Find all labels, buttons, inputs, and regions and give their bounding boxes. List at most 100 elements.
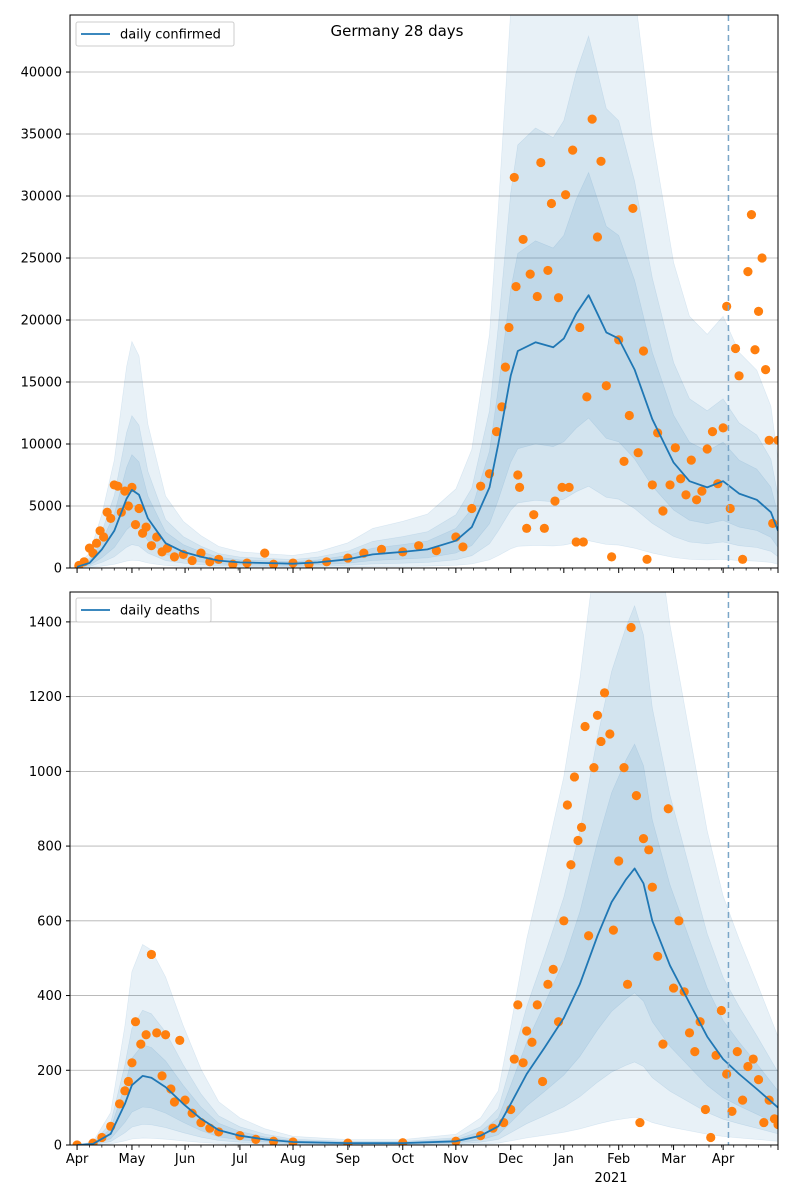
x-tick-label: Oct	[392, 1152, 414, 1167]
y-tick-label: 5000	[29, 500, 62, 515]
data-point	[518, 234, 528, 245]
y-tick-label: 200	[37, 1064, 62, 1079]
data-point	[146, 541, 157, 551]
data-point	[722, 301, 732, 311]
data-point	[702, 444, 712, 454]
data-point	[626, 622, 636, 633]
data-point	[550, 496, 560, 506]
data-point	[543, 265, 553, 276]
data-point	[753, 1075, 764, 1085]
data-point	[753, 306, 764, 316]
y-tick-label: 20000	[21, 314, 62, 329]
y-tick-label: 40000	[21, 66, 62, 81]
data-point	[566, 860, 576, 870]
top-gridlines	[70, 71, 778, 568]
data-point	[522, 1026, 532, 1036]
data-point	[136, 1039, 146, 1049]
data-point	[130, 520, 141, 530]
legend-label: daily deaths	[120, 604, 200, 619]
y-tick-label: 15000	[21, 376, 62, 391]
data-point	[706, 1132, 716, 1143]
data-point	[529, 510, 539, 520]
x-tick-label: May	[119, 1152, 146, 1167]
x-tick-label: Dec	[498, 1152, 523, 1167]
legend-box	[75, 597, 212, 623]
bottom-legend: daily deaths	[75, 597, 212, 623]
data-point	[106, 513, 116, 524]
data-point	[668, 983, 679, 993]
data-point	[658, 506, 668, 516]
data-point	[120, 1086, 130, 1096]
y-tick-label: 30000	[21, 190, 62, 205]
y-tick-label: 10000	[21, 438, 62, 453]
data-point	[582, 392, 592, 402]
y-tick-label: 400	[37, 989, 62, 1004]
x-year-label: 2021	[594, 1171, 627, 1186]
data-point	[624, 410, 634, 421]
y-tick-label: 800	[37, 840, 62, 855]
data-point	[91, 538, 102, 548]
data-point	[691, 495, 702, 505]
data-point	[525, 269, 535, 279]
data-point	[761, 365, 771, 375]
data-point	[260, 548, 270, 558]
x-tick-label: Jan	[553, 1152, 574, 1167]
legend-label: daily confirmed	[120, 28, 221, 43]
data-point	[187, 1108, 197, 1118]
data-point	[711, 1050, 721, 1060]
data-point	[596, 736, 606, 747]
data-point	[141, 1030, 151, 1040]
data-point	[663, 804, 673, 814]
data-point	[573, 835, 583, 846]
data-point	[557, 482, 567, 493]
data-point	[532, 1000, 542, 1010]
y-tick-label: 1200	[29, 690, 62, 705]
data-point	[718, 423, 728, 433]
data-point	[738, 1095, 748, 1105]
data-point	[619, 456, 629, 466]
data-point	[166, 1084, 176, 1094]
data-point	[522, 523, 532, 533]
data-point	[476, 481, 486, 491]
data-point	[376, 544, 387, 555]
data-point	[127, 482, 137, 493]
data-point	[601, 381, 611, 391]
data-point	[562, 800, 572, 810]
data-point	[175, 1035, 185, 1045]
data-point	[553, 293, 564, 303]
data-point	[123, 501, 134, 511]
data-point	[578, 537, 588, 547]
bottom-trend-line	[77, 867, 778, 1145]
data-point	[169, 552, 180, 562]
data-point	[141, 522, 151, 532]
trend-line	[76, 294, 778, 568]
data-point	[546, 198, 557, 209]
x-tick-label: Jun	[174, 1152, 195, 1167]
y-tick-label: 600	[37, 914, 62, 929]
data-point	[631, 791, 642, 801]
data-point	[514, 482, 525, 493]
data-point	[730, 343, 741, 354]
data-point	[511, 281, 521, 292]
data-point	[635, 1117, 645, 1128]
data-point	[146, 949, 157, 960]
data-point	[559, 916, 569, 926]
data-point	[539, 523, 549, 533]
bottom-axes: 0 200 400 600 800 1000 1200 1400 Apr May Jun Jul Aug…	[29, 591, 779, 1167]
data-point	[187, 555, 197, 566]
top-panel: 0 5000 10000 15000 20000 25000 30000 35000 40000…	[21, 14, 779, 577]
data-point	[644, 845, 654, 855]
data-point	[592, 232, 603, 242]
data-point	[732, 1046, 742, 1057]
y-tick-label: 35000	[21, 128, 62, 143]
x-tick-label: Mar	[661, 1152, 686, 1167]
y-tick-label: 0	[54, 1139, 62, 1154]
data-point	[513, 1000, 523, 1010]
data-point	[504, 322, 514, 333]
bottom-gridlines	[70, 621, 778, 1145]
data-point	[658, 1039, 668, 1049]
data-point	[500, 362, 511, 372]
data-point	[134, 503, 144, 514]
data-point	[638, 346, 649, 356]
